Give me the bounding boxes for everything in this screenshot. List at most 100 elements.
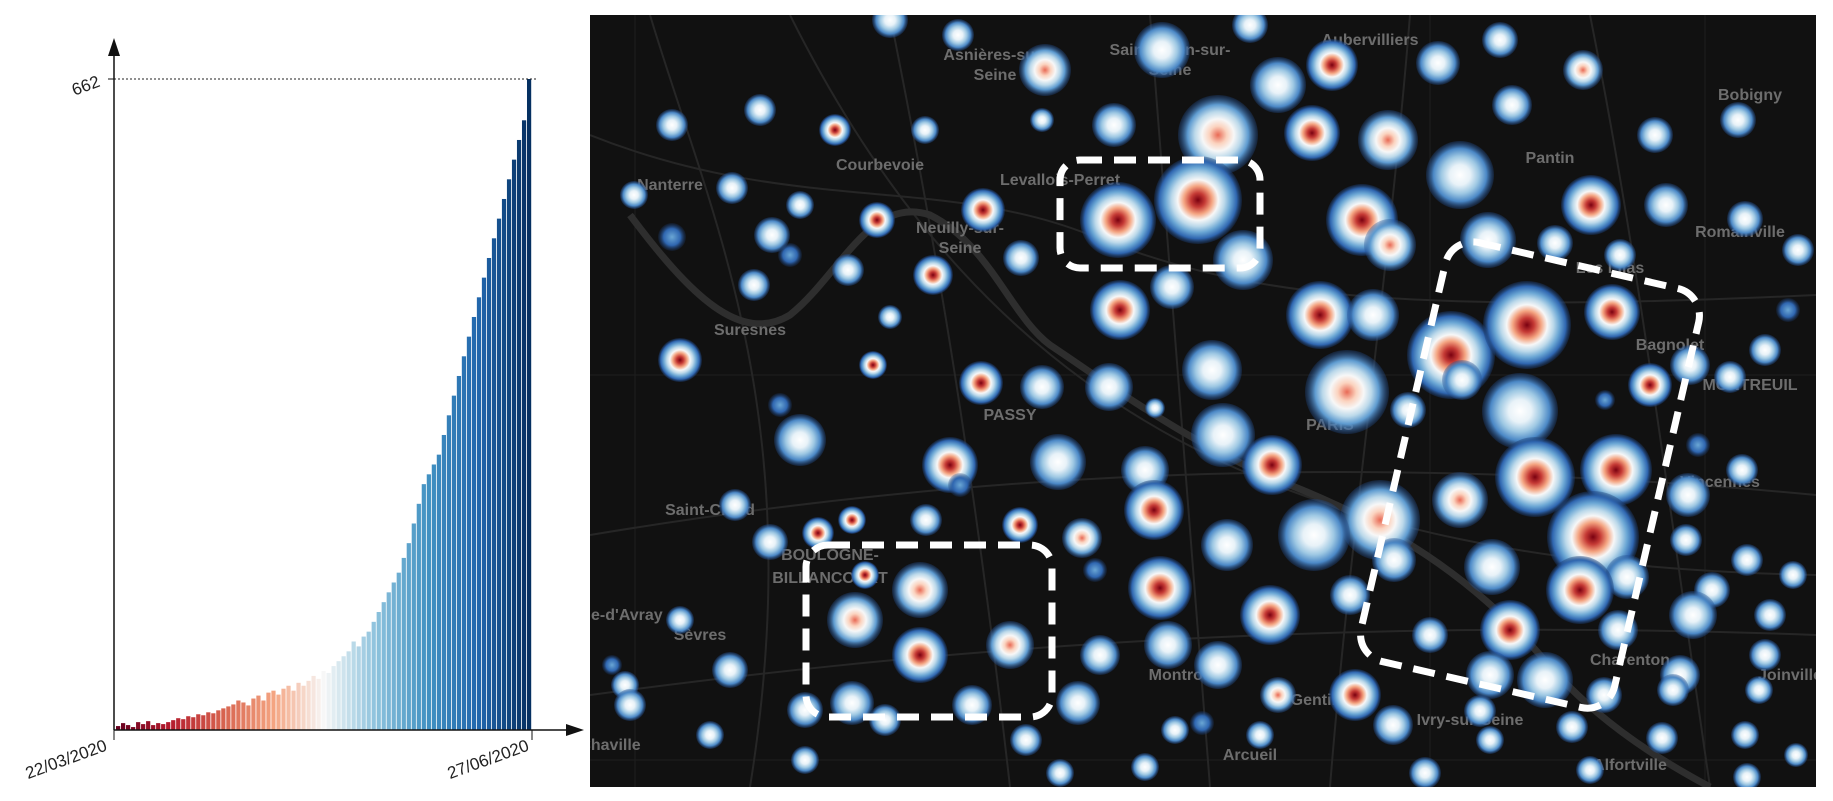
density-hotspot [1030, 434, 1086, 490]
histogram-bar [421, 484, 426, 730]
histogram-bar [216, 710, 221, 730]
histogram-bar [191, 717, 196, 730]
density-hotspot [1657, 674, 1689, 706]
cluster-box-north [1056, 156, 1264, 272]
y-axis-arrow [108, 38, 120, 56]
density-hotspot [1128, 556, 1192, 620]
heatmap-map[interactable]: Asnières-sur-SeineSaint-Ouen-sur-SeineAu… [590, 15, 1816, 787]
histogram-bar [511, 159, 517, 730]
density-hotspot [1080, 635, 1120, 675]
density-hotspot [1727, 201, 1763, 237]
map-place-label: Bobigny [1718, 87, 1782, 104]
density-hotspot [1347, 289, 1399, 341]
density-hotspot [1330, 575, 1370, 615]
density-hotspot [1584, 284, 1640, 340]
cluster-box-east [1357, 238, 1703, 712]
density-hotspot [1284, 105, 1340, 161]
density-hotspot [1749, 334, 1781, 366]
density-hotspot [1030, 108, 1054, 132]
histogram-bar [161, 724, 166, 730]
histogram-bar [441, 434, 446, 730]
density-hotspot [666, 606, 694, 634]
density-hotspot [892, 562, 948, 618]
histogram-bar [126, 725, 131, 730]
histogram-bar [336, 661, 341, 730]
density-hotspot [1020, 365, 1064, 409]
density-hotspot [1056, 681, 1100, 725]
histogram-bar [226, 706, 231, 730]
density-hotspot [1720, 102, 1756, 138]
histogram-bar [516, 139, 522, 731]
density-hotspot [1124, 480, 1184, 540]
density-hotspot [892, 627, 948, 683]
density-hotspot [1517, 652, 1573, 708]
density-hotspot [787, 692, 823, 728]
density-hotspot [1178, 95, 1258, 175]
histogram-bar [316, 678, 321, 730]
histogram-bar [521, 120, 527, 731]
histogram-bar [211, 713, 216, 730]
map-place-label: Alfortville [1593, 757, 1667, 774]
histogram-bar [286, 685, 291, 730]
histogram-bar [486, 257, 492, 730]
histogram-bar [466, 336, 472, 730]
density-hotspot [614, 689, 646, 721]
histogram-chart: 662 22/03/2020 27/06/2020 [23, 38, 584, 783]
density-hotspot [1464, 539, 1520, 595]
histogram-bar [116, 726, 121, 730]
density-hotspot [1644, 183, 1688, 227]
density-hotspot [1782, 234, 1814, 266]
density-hotspot [878, 305, 902, 329]
density-hotspot [1062, 518, 1102, 558]
map-place-label: Chaville [590, 737, 641, 754]
histogram-bar [481, 277, 487, 730]
density-hotspot [738, 269, 770, 301]
histogram-bar [376, 611, 381, 730]
density-hotspot [1776, 298, 1800, 322]
density-hotspot [744, 94, 776, 126]
density-hotspot [1580, 434, 1652, 506]
density-hotspot [859, 351, 887, 379]
histogram-bar [386, 592, 391, 730]
density-hotspot [754, 217, 790, 253]
histogram-bar [186, 716, 191, 730]
map-place-label: Joinville [1758, 667, 1816, 684]
histogram-bar [506, 179, 512, 730]
histogram-bar [461, 356, 467, 730]
density-hotspot [1754, 599, 1786, 631]
density-hotspot [1669, 591, 1717, 639]
density-hotspot [1482, 22, 1518, 58]
histogram-bar [346, 651, 351, 730]
density-hotspot [778, 243, 802, 267]
histogram-bar [131, 727, 136, 730]
density-hotspot [1191, 403, 1255, 467]
map-canvas: Asnières-sur-SeineSaint-Ouen-sur-SeineAu… [590, 15, 1816, 787]
histogram-bar [231, 704, 236, 730]
histogram-bar [256, 695, 261, 730]
density-hotspot [910, 504, 942, 536]
y-max-label: 662 [69, 72, 102, 100]
cluster-highlights [802, 156, 1703, 721]
histogram-bar [451, 395, 457, 730]
density-hotspot [1213, 230, 1273, 290]
histogram-bar [476, 297, 482, 730]
histogram-bar [366, 631, 371, 730]
density-hotspot [802, 517, 834, 549]
histogram-bar [281, 688, 286, 730]
density-hotspot [1080, 182, 1156, 258]
density-hotspot [1412, 617, 1448, 653]
x-axis-arrow [566, 724, 584, 736]
hotspot-group [602, 15, 1814, 787]
histogram-bar [411, 523, 416, 730]
density-hotspot [1460, 212, 1516, 268]
density-hotspot [1329, 669, 1381, 721]
histogram-bar [306, 680, 311, 730]
histogram-bar [301, 685, 306, 730]
density-hotspot [1492, 85, 1532, 125]
density-hotspot [1686, 433, 1710, 457]
density-hotspot [1784, 743, 1808, 767]
density-hotspot [1426, 141, 1494, 209]
density-hotspot [819, 114, 851, 146]
density-hotspot [1010, 724, 1042, 756]
density-hotspot [1637, 117, 1673, 153]
